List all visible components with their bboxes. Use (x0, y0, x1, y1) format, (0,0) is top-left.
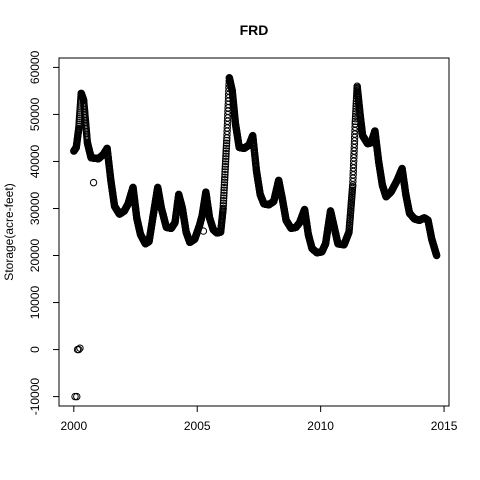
data-point (222, 142, 231, 150)
y-tick-label: 0 (28, 346, 42, 353)
x-tick-label: 2015 (431, 419, 458, 433)
data-point (219, 196, 228, 205)
y-tick-label: 40000 (28, 144, 42, 178)
data-point (220, 191, 228, 200)
x-axis: 2000 2005 2010 2015 (60, 405, 458, 433)
x-tick-label: 2010 (307, 419, 334, 433)
y-tick-label: 10000 (28, 286, 42, 320)
data-point (221, 173, 229, 181)
data-point (221, 170, 229, 179)
data-point (221, 160, 230, 168)
plot-frame (58, 57, 450, 407)
data-point (220, 176, 229, 184)
data-point (220, 178, 229, 187)
outlier-point (89, 178, 98, 187)
data-point (222, 155, 230, 163)
data-point (220, 183, 228, 192)
data-point (221, 157, 230, 166)
outlier-point (199, 227, 208, 235)
data-point (219, 194, 228, 202)
y-tick-label: 30000 (28, 191, 42, 225)
data-point (219, 199, 228, 207)
data-point (219, 204, 227, 213)
data-point (222, 139, 231, 147)
data-point (219, 202, 227, 210)
data-points (70, 74, 441, 401)
x-tick-label: 2000 (60, 419, 87, 433)
data-point (221, 165, 229, 174)
outlier-point (75, 345, 83, 354)
outlier-point (76, 344, 84, 352)
data-point (222, 147, 230, 155)
y-tick-label: 20000 (28, 239, 42, 273)
data-point (221, 168, 229, 176)
outlier-point (73, 392, 81, 401)
y-tick-label: 50000 (28, 97, 42, 131)
x-tick-label: 2005 (184, 419, 211, 433)
chart-title: FRD (240, 22, 269, 38)
data-point (221, 162, 230, 171)
data-point (222, 152, 230, 160)
y-axis-label: Storage(acre-feet) (2, 183, 16, 280)
y-axis: -10000 0 10000 20000 30000 40000 50000 60000 (28, 50, 60, 416)
data-point (432, 251, 441, 260)
data-point (220, 189, 228, 197)
data-point (220, 181, 229, 189)
y-tick-label: 60000 (28, 50, 42, 84)
data-point (222, 144, 231, 153)
data-point (220, 186, 228, 194)
y-tick-label: -10000 (28, 378, 42, 416)
data-point (222, 149, 230, 158)
